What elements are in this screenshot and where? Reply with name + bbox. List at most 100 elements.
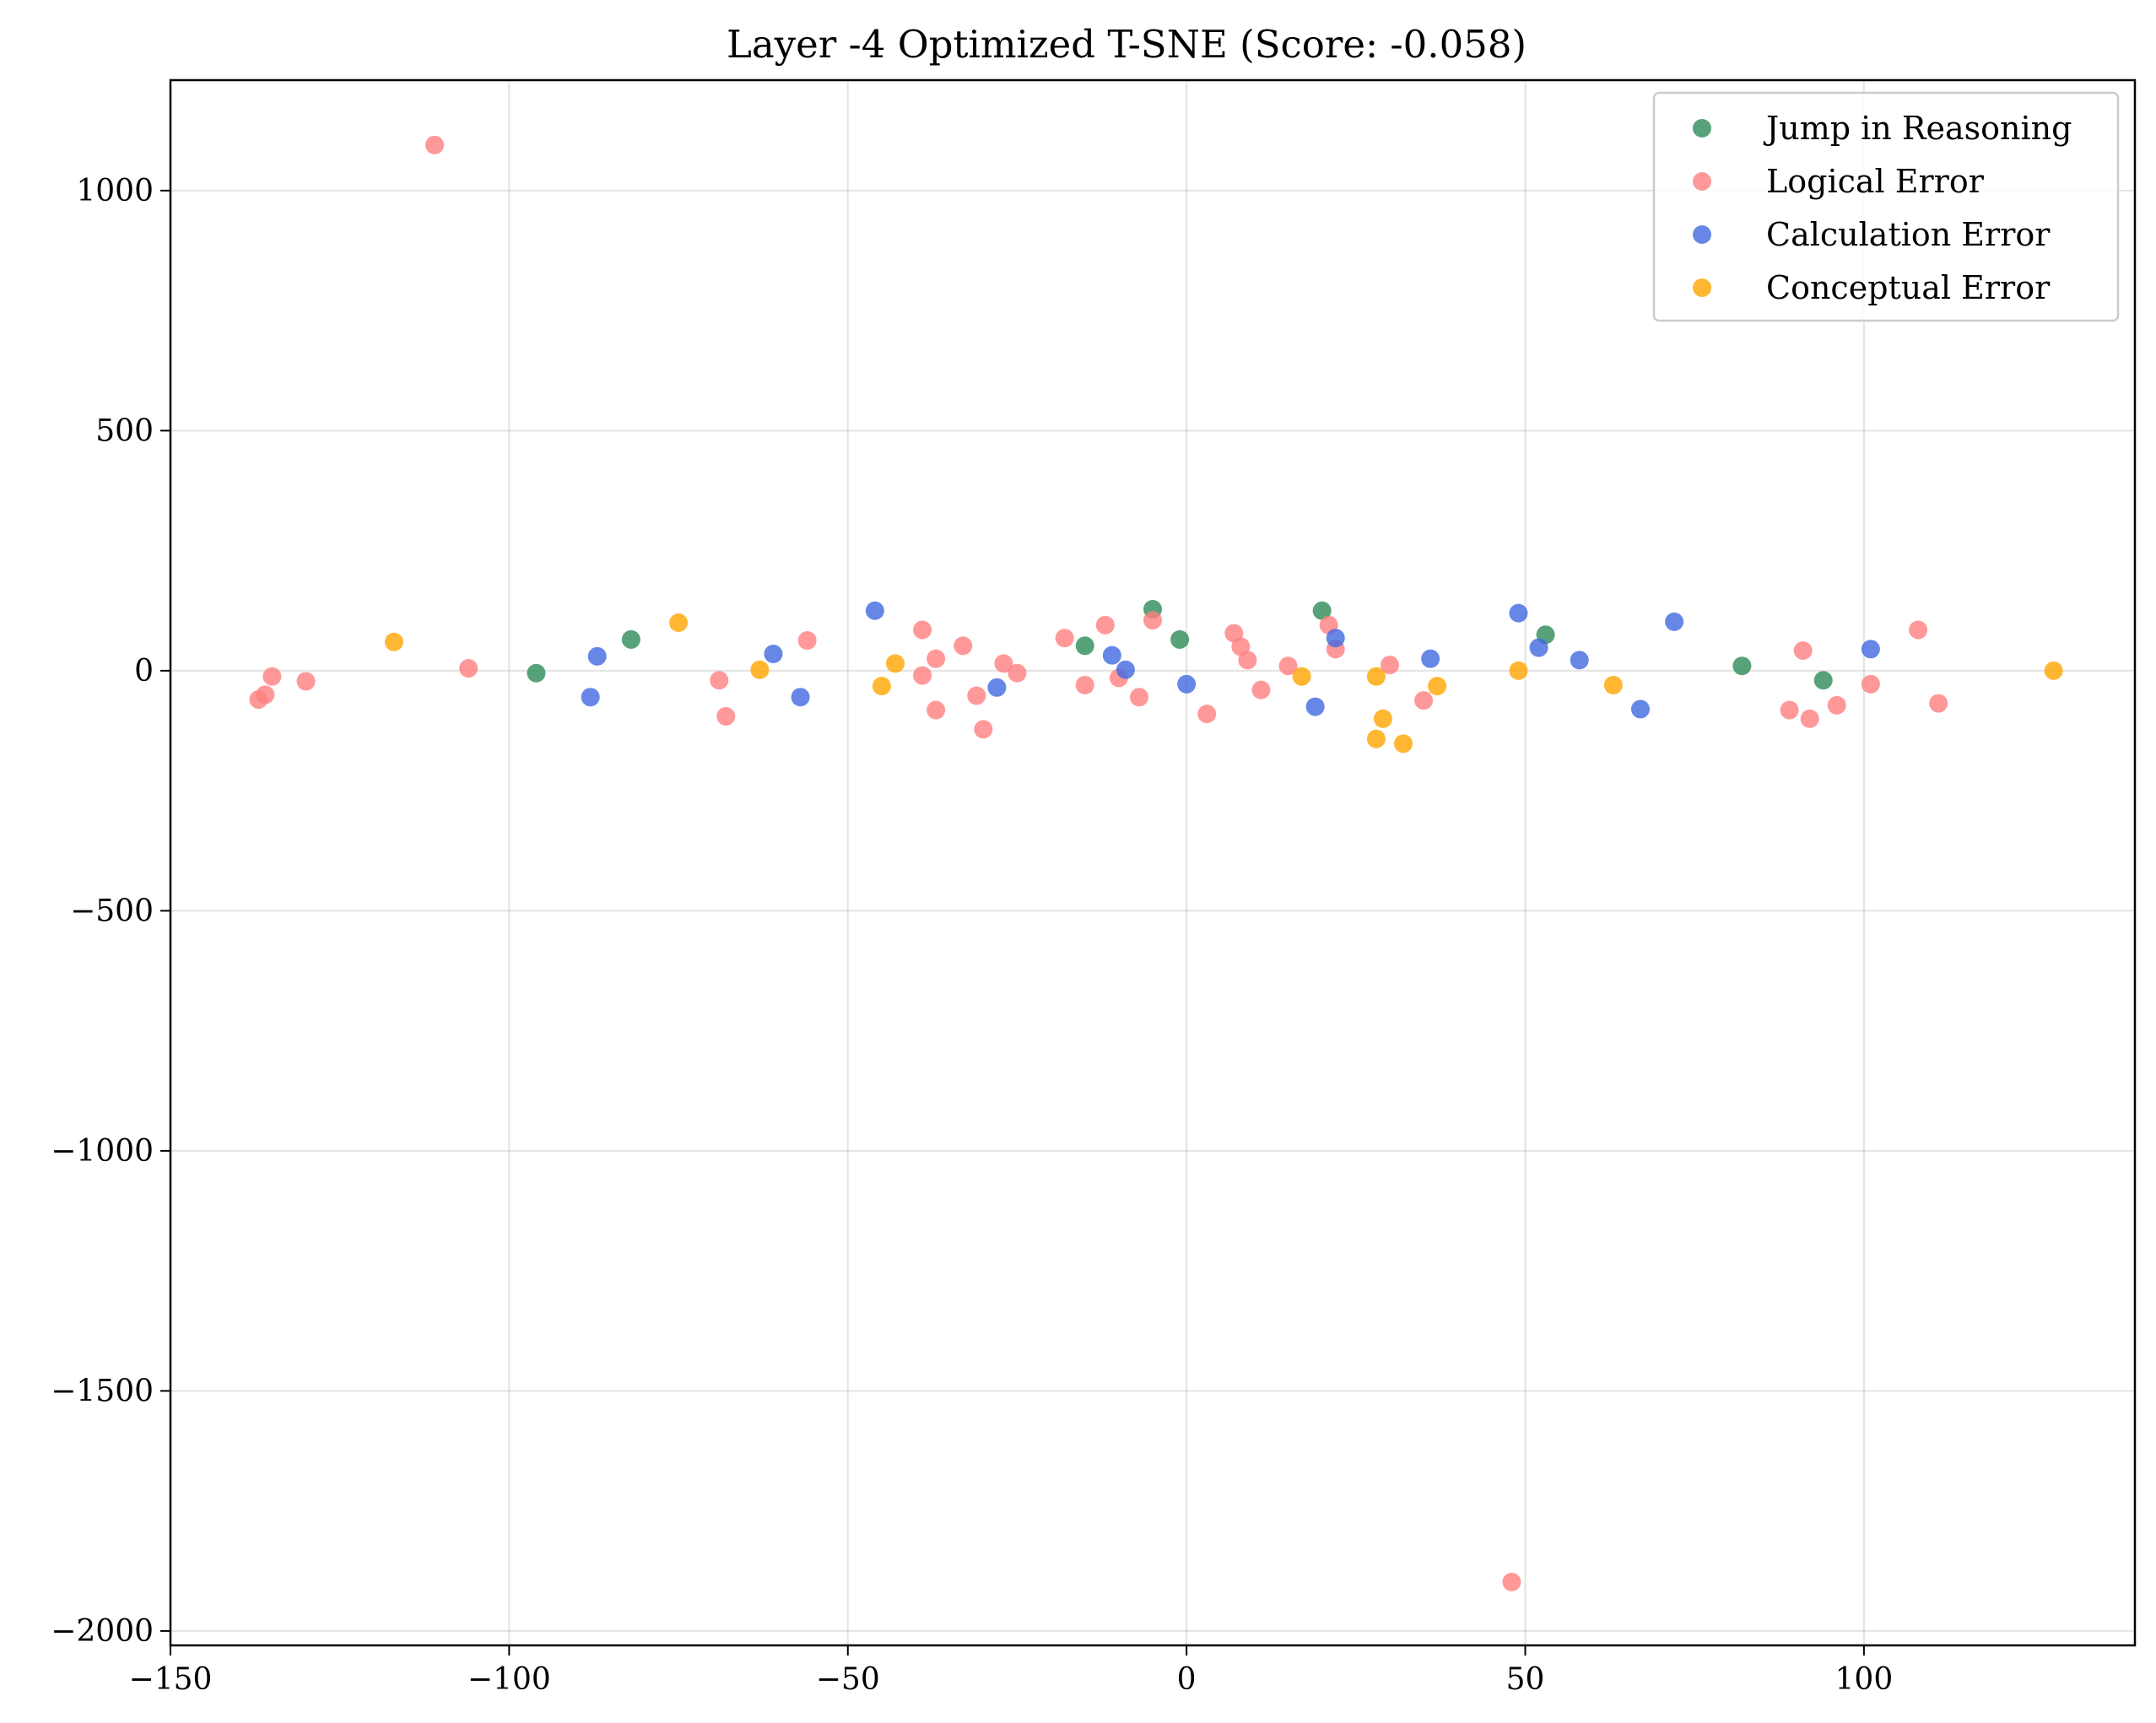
legend-label: Jump in Reasoning [1763, 110, 2072, 147]
series-calculation-error [581, 601, 1880, 719]
scatter-point [621, 629, 640, 649]
scatter-point [913, 666, 932, 685]
plot-area-frame [169, 78, 2137, 1647]
scatter-point [927, 649, 946, 668]
scatter-point [1129, 688, 1148, 707]
scatter-point [1251, 680, 1271, 699]
x-tick-label: 50 [1506, 1662, 1545, 1697]
scatter-point [1366, 667, 1386, 686]
data-points [249, 135, 2063, 1591]
scatter-point [710, 671, 729, 690]
scatter-point [1095, 615, 1115, 635]
x-tick-label: 100 [1835, 1662, 1894, 1697]
scatter-point [1861, 640, 1880, 659]
scatter-point [1055, 629, 1074, 648]
legend-box [1652, 91, 2120, 322]
legend-label: Logical Error [1766, 163, 1985, 200]
scatter-point [262, 667, 282, 686]
series-jump-in-reasoning [527, 600, 1833, 690]
y-tick-label: 1000 [76, 174, 154, 208]
scatter-point [750, 660, 770, 679]
scatter-point [791, 688, 810, 707]
scatter-point [1502, 1572, 1521, 1591]
scatter-point [425, 135, 445, 154]
scatter-point [1373, 709, 1392, 728]
series-conceptual-error [384, 613, 2063, 753]
scatter-point [669, 613, 689, 632]
scatter-point [1428, 677, 1447, 696]
scatter-point [1603, 675, 1623, 694]
scatter-point [1570, 651, 1589, 670]
x-tick-label: −50 [816, 1662, 880, 1697]
scatter-point [296, 672, 316, 691]
x-tick-label: 0 [1177, 1662, 1197, 1697]
scatter-point [716, 706, 736, 726]
scatter-point [1780, 700, 1799, 720]
scatter-point [764, 644, 783, 663]
y-tick-label: −1000 [51, 1134, 154, 1169]
scatter-point [2044, 661, 2063, 680]
scatter-point [927, 700, 946, 720]
scatter-point [1075, 675, 1094, 694]
scatter-point [1827, 695, 1846, 715]
scatter-point [581, 688, 600, 707]
scatter-point [1326, 629, 1345, 648]
scatter-point [994, 654, 1013, 673]
scatter-point [1800, 709, 1819, 728]
scatter-point [913, 620, 932, 640]
scatter-point [1813, 671, 1833, 690]
scatter-point [954, 636, 973, 656]
axis-ticks: −150 −100 −50 0 50 100−2000−1500−1000−5000500… [51, 174, 1893, 1697]
scatter-point [1075, 636, 1094, 656]
scatter-point [1008, 663, 1027, 683]
scatter-point [1861, 674, 1880, 694]
legend: Jump in Reasoning Logical Error Calculatio… [1652, 91, 2120, 322]
chart-title: Layer -4 Optimized T-SNE (Score: -0.058) [727, 22, 1526, 67]
scatter-point [1292, 667, 1311, 686]
scatter-point [1366, 729, 1386, 748]
y-tick-label: −2000 [51, 1614, 154, 1649]
scatter-point [1278, 656, 1298, 676]
scatter-point [587, 646, 607, 666]
scatter-point [1414, 691, 1434, 710]
scatter-point [1929, 694, 1948, 713]
scatter-point [1170, 629, 1190, 649]
scatter-point [1238, 651, 1257, 670]
scatter-point [1509, 661, 1528, 680]
y-tick-label: −1500 [51, 1374, 154, 1408]
scatter-point [1394, 734, 1413, 753]
scatter-point [1312, 601, 1332, 620]
legend-marker [1693, 119, 1711, 138]
y-tick-label: 0 [134, 654, 154, 689]
scatter-point [987, 678, 1007, 697]
scatter-point [1732, 656, 1752, 676]
scatter-point [1143, 611, 1162, 630]
x-tick-label: −150 [129, 1662, 213, 1697]
legend-marker [1693, 225, 1711, 244]
scatter-point [1380, 656, 1399, 675]
x-tick-label: −100 [467, 1662, 551, 1697]
grid-lines [170, 80, 2135, 1645]
legend-marker [1693, 172, 1711, 191]
scatter-point [1197, 705, 1217, 724]
scatter-point [1630, 699, 1650, 719]
scatter-point [967, 686, 986, 705]
scatter-point [885, 654, 905, 673]
scatter-point [1793, 640, 1813, 660]
scatter-point [1421, 649, 1440, 668]
scatter-point [872, 677, 891, 696]
y-tick-label: 500 [95, 413, 154, 448]
scatter-point [1665, 612, 1684, 631]
scatter-point [459, 659, 478, 678]
scatter-point [384, 632, 403, 651]
legend-label: Conceptual Error [1766, 269, 2051, 306]
scatter-point [1305, 697, 1325, 716]
scatter-point [1116, 660, 1135, 679]
legend-label: Calculation Error [1766, 216, 2051, 253]
scatter-point [1177, 674, 1197, 694]
scatter-point [1909, 620, 1928, 640]
legend-marker [1693, 278, 1711, 297]
scatter-point [865, 601, 884, 620]
scatter-point [527, 663, 546, 683]
